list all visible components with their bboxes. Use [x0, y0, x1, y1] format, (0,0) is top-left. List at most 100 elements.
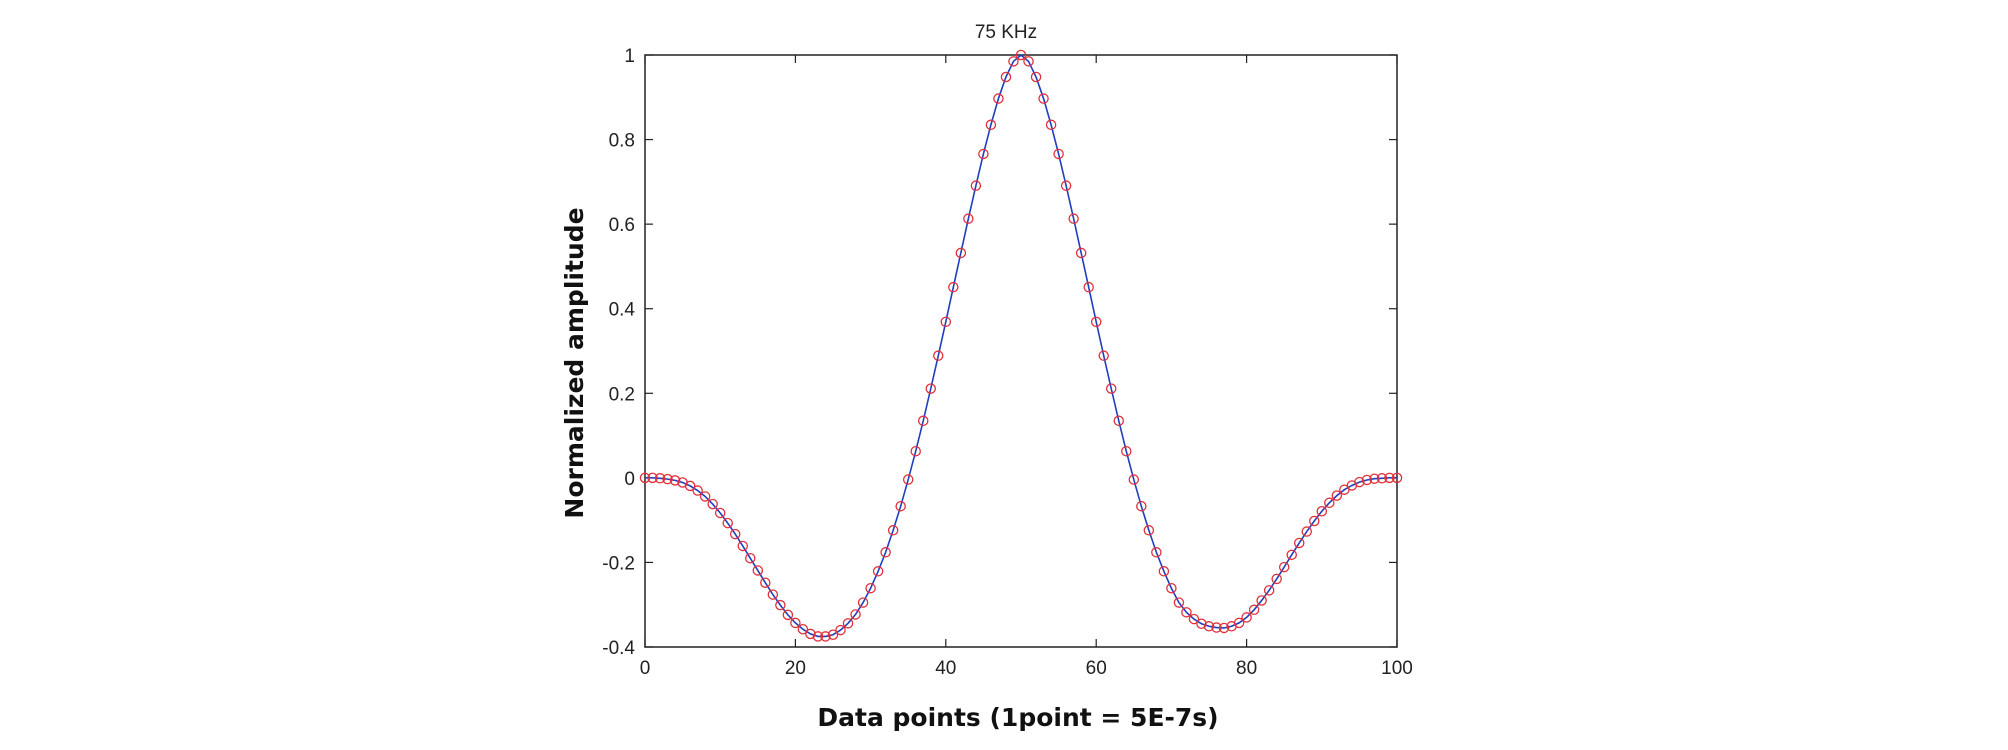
data-point [1248, 604, 1260, 616]
data-point [1241, 612, 1252, 623]
y-tick-label: 0.8 [609, 131, 635, 152]
data-point [1188, 613, 1200, 625]
data-point [1045, 119, 1057, 131]
data-point [865, 582, 876, 594]
data-point [1015, 49, 1027, 61]
data-point [933, 350, 944, 361]
data-point [1121, 445, 1132, 457]
axis-ticks: 0 20 40 60 80 100 -0.4 -0.2 0 0.2 0.4 0.6 0.8 1 [602, 46, 1413, 679]
data-point [1384, 472, 1395, 484]
data-point [1008, 56, 1019, 67]
data-point [745, 552, 756, 564]
data-point [1060, 180, 1072, 191]
data-point [917, 415, 929, 427]
data-point [940, 316, 952, 328]
data-point [978, 148, 989, 160]
data-point [1309, 515, 1320, 527]
data-point [1331, 490, 1343, 501]
x-tick-label: 60 [1086, 658, 1107, 679]
data-point [1278, 561, 1290, 573]
data-point [887, 525, 899, 536]
data-point [842, 618, 854, 629]
data-point [1166, 582, 1177, 594]
series-markers [639, 49, 1403, 642]
data-point [1196, 618, 1207, 629]
y-tick-label: -0.2 [602, 553, 635, 574]
data-point [970, 180, 982, 191]
data-point [1256, 595, 1267, 606]
data-point [782, 609, 794, 621]
data-point [925, 383, 937, 394]
data-point [1090, 316, 1102, 328]
data-point [1053, 148, 1064, 160]
y-tick-label: -0.4 [602, 638, 635, 659]
data-point [1218, 622, 1230, 634]
data-point [1083, 281, 1094, 293]
data-point [1038, 93, 1049, 104]
data-point [1211, 622, 1222, 633]
data-point [1143, 525, 1155, 536]
x-tick-label: 0 [640, 658, 651, 679]
data-point [1361, 474, 1373, 486]
data-point [707, 498, 718, 510]
data-point [895, 500, 906, 512]
data-point [812, 631, 824, 642]
data-point [662, 473, 673, 485]
data-point [857, 597, 869, 608]
data-point [722, 517, 733, 529]
data-point [1263, 585, 1275, 596]
data-point [902, 474, 914, 485]
data-point [1151, 547, 1162, 558]
data-point [1203, 621, 1215, 632]
data-point [1286, 549, 1297, 561]
y-tick-label: 0.4 [609, 300, 636, 321]
data-point [714, 507, 726, 519]
data-point [669, 475, 681, 486]
x-tick-label: 100 [1381, 658, 1413, 679]
data-point [1391, 472, 1403, 484]
data-point [1158, 566, 1170, 577]
data-point [1113, 415, 1125, 427]
data-point [1181, 607, 1192, 618]
data-point [820, 631, 831, 642]
y-tick-label: 0 [624, 469, 635, 490]
data-point [963, 213, 974, 224]
data-point [1030, 71, 1042, 83]
y-tick-label: 0.6 [609, 215, 635, 236]
data-point [1068, 213, 1079, 224]
y-tick-label: 0.2 [609, 384, 635, 405]
data-point [827, 629, 839, 640]
data-point [993, 93, 1004, 104]
data-point [1316, 506, 1328, 517]
data-point [1324, 497, 1335, 509]
data-point [850, 609, 861, 620]
data-point [872, 566, 884, 577]
plot-frame [644, 54, 1398, 648]
data-point [699, 491, 711, 502]
data-point [737, 540, 749, 552]
data-point [647, 472, 658, 484]
data-point [1075, 247, 1087, 259]
data-point [654, 473, 666, 484]
data-point [1000, 71, 1012, 83]
data-point [760, 577, 771, 588]
data-point [805, 628, 816, 640]
data-point [910, 445, 921, 457]
data-point [1293, 537, 1305, 549]
data-point [1105, 383, 1117, 394]
data-point [1136, 500, 1147, 512]
chart-title: 75 KHz [975, 22, 1037, 43]
data-point [692, 485, 703, 496]
x-tick-label: 40 [935, 658, 956, 679]
data-point [1023, 56, 1034, 67]
data-point [1369, 473, 1380, 484]
data-point [880, 547, 891, 558]
x-tick-label: 80 [1236, 658, 1257, 679]
data-point [1128, 474, 1140, 485]
x-axis-label: Data points (1point = 5E-7s) [817, 703, 1218, 732]
data-point [835, 624, 846, 636]
data-point [684, 480, 696, 492]
data-point [1354, 476, 1365, 488]
data-point [1098, 350, 1109, 361]
